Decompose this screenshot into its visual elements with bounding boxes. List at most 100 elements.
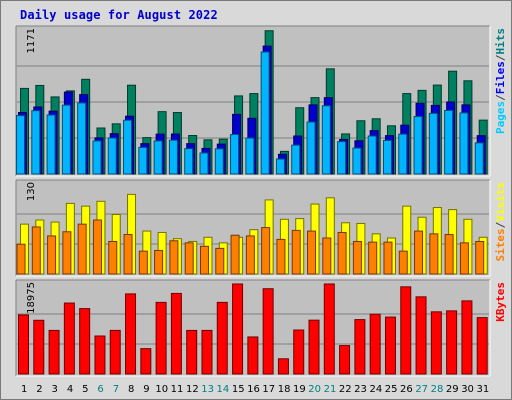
x-tick-label-day-13: 13	[201, 384, 214, 395]
y-max-label: 1171	[26, 28, 37, 53]
bar-kbytes-day-11	[170, 292, 182, 375]
x-tick-label-day-20: 20	[308, 384, 321, 395]
bar-pages-day-24	[367, 135, 377, 175]
x-tick-label-day-16: 16	[247, 384, 260, 395]
bar-pages-day-26	[398, 133, 408, 175]
bar-sites-day-13	[199, 245, 209, 275]
bar-sites-day-15	[230, 234, 240, 275]
bar-kbytes-day-28	[430, 311, 442, 375]
bar-pages-day-25	[382, 139, 392, 175]
x-tick-label-day-6: 6	[97, 384, 103, 395]
bar-kbytes-day-8	[125, 293, 137, 375]
bar-kbytes-day-25	[384, 316, 396, 375]
bar-kbytes-day-15	[232, 283, 244, 375]
bar-pages-day-12	[184, 148, 194, 175]
bar-sites-day-1	[16, 243, 26, 275]
bar-pages-day-2	[31, 110, 41, 175]
bar-pages-day-13	[199, 152, 209, 175]
x-tick-label-day-17: 17	[262, 384, 275, 395]
bar-kbytes-day-22	[339, 345, 351, 375]
panel-top: 1171 Pages/Files/Hits	[15, 25, 507, 177]
bar-sites-day-8	[123, 234, 133, 275]
panel-middle: 130 Sites/Visits	[15, 179, 507, 277]
bar-sites-day-16	[245, 235, 255, 275]
x-tick-label-day-28: 28	[431, 384, 444, 395]
legend-item: KBytes	[494, 282, 507, 322]
bar-kbytes-day-24	[369, 313, 381, 375]
bar-kbytes-day-5	[79, 308, 91, 375]
x-tick-label-day-9: 9	[143, 384, 149, 395]
y-max-label: 18975	[26, 282, 37, 314]
legend-top: Pages/Files/Hits	[494, 28, 507, 134]
legend-item: Pages	[494, 101, 507, 134]
x-tick-label-day-2: 2	[36, 384, 42, 395]
bar-sites-day-17	[261, 227, 271, 275]
x-tick-label-day-14: 14	[217, 384, 230, 395]
bar-pages-day-9	[138, 146, 148, 175]
bar-sites-day-14	[215, 247, 225, 275]
bar-pages-day-28	[428, 112, 438, 175]
bar-sites-day-29	[444, 234, 454, 275]
bar-pages-day-6	[92, 140, 102, 175]
legend-item: Files	[494, 61, 507, 94]
legend-middle: Sites/Visits	[494, 182, 507, 262]
bar-kbytes-day-13	[201, 329, 213, 375]
bar-pages-day-23	[352, 147, 362, 175]
bar-sites-day-3	[47, 235, 57, 275]
bar-pages-day-4	[61, 104, 71, 175]
bar-kbytes-day-19	[293, 329, 305, 375]
bar-kbytes-day-3	[48, 329, 60, 375]
legend-item: Hits	[494, 28, 507, 55]
bar-sites-day-2	[31, 226, 41, 275]
bar-sites-day-4	[62, 231, 72, 275]
bar-kbytes-day-18	[277, 358, 289, 375]
bar-sites-day-22	[337, 231, 347, 275]
x-tick-label-day-4: 4	[67, 384, 73, 395]
bar-pages-day-16	[245, 137, 255, 175]
x-tick-label-day-26: 26	[400, 384, 413, 395]
bar-sites-day-26	[398, 250, 408, 275]
bar-kbytes-day-12	[186, 329, 198, 375]
bar-kbytes-day-4	[63, 302, 75, 375]
bar-kbytes-day-20	[308, 319, 320, 375]
bar-pages-day-27	[413, 116, 423, 175]
bar-sites-day-30	[459, 242, 469, 275]
bar-pages-day-22	[337, 141, 347, 175]
legend-bottom: KBytes	[494, 282, 507, 322]
bar-sites-day-28	[429, 233, 439, 275]
bar-pages-day-10	[153, 140, 163, 175]
bar-sites-day-7	[108, 240, 118, 275]
legend-item: Visits	[494, 182, 507, 222]
x-tick-label-day-21: 21	[324, 384, 337, 395]
x-tick-label-day-22: 22	[339, 384, 352, 395]
bar-sites-day-10	[154, 249, 164, 275]
bar-kbytes-day-29	[446, 310, 458, 375]
x-tick-label-day-29: 29	[446, 384, 459, 395]
bar-sites-day-24	[368, 241, 378, 275]
bar-pages-day-7	[107, 137, 117, 175]
bar-pages-day-31	[474, 142, 484, 175]
bar-kbytes-day-30	[461, 300, 473, 375]
bar-pages-day-18	[275, 158, 285, 175]
bar-kbytes-day-6	[94, 335, 106, 375]
bar-kbytes-day-23	[354, 319, 366, 375]
bar-pages-day-15	[230, 134, 240, 175]
y-max-label: 130	[26, 182, 37, 201]
bar-pages-day-17	[260, 51, 270, 175]
bar-kbytes-day-9	[140, 348, 152, 375]
series-kbytes	[18, 283, 488, 375]
bar-kbytes-day-17	[262, 288, 274, 375]
x-tick-label-day-7: 7	[113, 384, 119, 395]
series-sites	[16, 219, 485, 275]
bar-pages-day-8	[123, 119, 133, 175]
x-tick-label-day-27: 27	[415, 384, 428, 395]
bar-pages-day-3	[46, 114, 56, 175]
bar-sites-day-9	[138, 250, 148, 275]
bar-pages-day-11	[168, 139, 178, 175]
x-tick-label-day-8: 8	[128, 384, 134, 395]
bar-kbytes-day-31	[476, 317, 488, 375]
x-tick-label-day-30: 30	[461, 384, 474, 395]
x-tick-label-day-25: 25	[385, 384, 398, 395]
x-tick-label-day-31: 31	[476, 384, 489, 395]
panel-bottom: 18975 KBytes	[15, 279, 507, 377]
